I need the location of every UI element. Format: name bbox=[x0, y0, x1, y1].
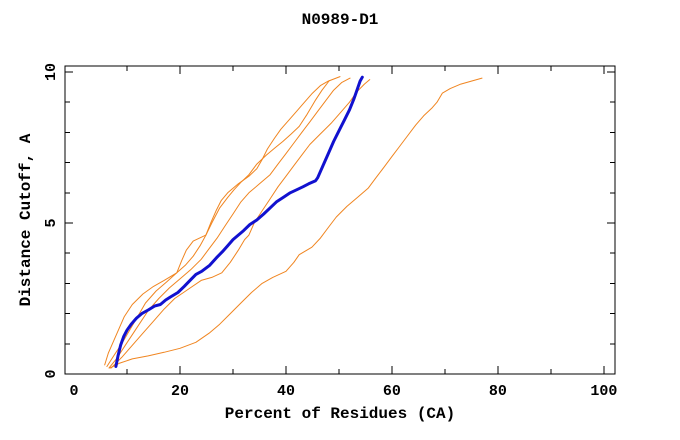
y-tick-label: 10 bbox=[43, 63, 60, 81]
x-tick-label: 0 bbox=[69, 383, 78, 400]
x-tick-label: 60 bbox=[383, 383, 401, 400]
y-axis-title: Distance Cutoff, A bbox=[17, 133, 35, 307]
series-model-c bbox=[108, 77, 351, 369]
series-model-b bbox=[106, 76, 341, 367]
series-model-e bbox=[109, 77, 483, 369]
x-axis-title: Percent of Residues (CA) bbox=[224, 405, 456, 423]
y-tick-label: 5 bbox=[43, 219, 60, 228]
x-tick-label: 100 bbox=[590, 383, 617, 400]
chart-title: N0989-D1 bbox=[301, 11, 379, 29]
y-tick-label: 0 bbox=[43, 369, 60, 378]
plot-frame bbox=[64, 65, 616, 375]
series-selected-model bbox=[114, 75, 364, 368]
x-tick-label: 80 bbox=[489, 383, 507, 400]
series-model-d bbox=[110, 79, 371, 369]
x-tick-label: 40 bbox=[277, 383, 295, 400]
series-model-a bbox=[104, 80, 330, 366]
x-tick-label: 20 bbox=[171, 383, 189, 400]
